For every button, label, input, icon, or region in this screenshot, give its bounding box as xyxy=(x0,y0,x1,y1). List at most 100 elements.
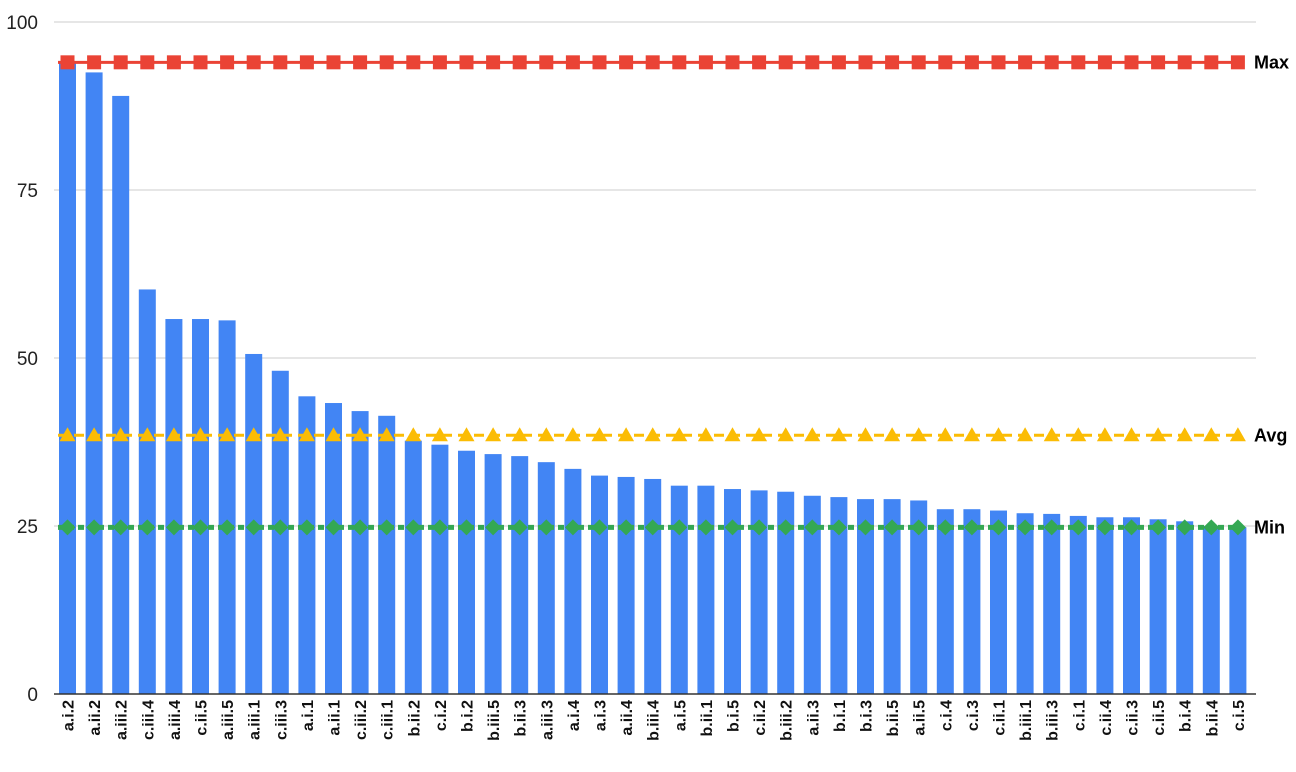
marker-avg xyxy=(910,427,927,442)
reference-line-label-min: Min xyxy=(1254,517,1285,537)
marker-max xyxy=(672,55,687,70)
marker-min xyxy=(1203,519,1220,536)
bar xyxy=(1096,517,1114,694)
marker-min xyxy=(298,519,315,536)
bar xyxy=(1176,521,1194,694)
marker-max xyxy=(565,55,580,70)
marker-avg xyxy=(990,427,1007,442)
bar xyxy=(59,62,76,694)
marker-min xyxy=(804,519,821,536)
bar xyxy=(404,440,422,694)
bar xyxy=(1149,519,1167,694)
reference-line-label-max: Max xyxy=(1254,52,1289,72)
marker-min xyxy=(1176,519,1193,536)
reference-lines-layer xyxy=(58,55,1246,536)
marker-max xyxy=(193,55,208,70)
x-tick-label: b.ii.4 xyxy=(1204,700,1221,737)
marker-avg xyxy=(1203,427,1220,442)
marker-avg xyxy=(165,427,182,442)
marker-max xyxy=(1097,55,1112,70)
x-tick-label: c.ii.1 xyxy=(992,700,1009,736)
marker-max xyxy=(246,55,261,70)
bar xyxy=(724,489,741,694)
marker-avg xyxy=(591,427,608,442)
marker-min xyxy=(618,519,635,536)
marker-max xyxy=(1177,55,1192,70)
bar xyxy=(1229,527,1247,694)
x-tick-label: b.i.5 xyxy=(726,700,743,732)
marker-avg xyxy=(112,427,129,442)
marker-min xyxy=(1096,519,1113,536)
x-tick-label: c.i.5 xyxy=(1231,700,1248,731)
marker-max xyxy=(113,55,128,70)
x-tick-label: c.i.1 xyxy=(1071,700,1088,731)
x-tick-label: c.iii.2 xyxy=(353,700,370,740)
marker-avg xyxy=(405,427,422,442)
bar xyxy=(1069,515,1087,694)
bar xyxy=(777,491,795,694)
marker-min xyxy=(458,519,475,536)
marker-avg xyxy=(644,427,661,442)
marker-avg xyxy=(219,427,236,442)
marker-max xyxy=(964,55,979,70)
marker-max xyxy=(406,55,421,70)
bar xyxy=(138,289,156,694)
x-tick-label: a.i.2 xyxy=(61,700,78,731)
marker-avg xyxy=(378,427,395,442)
x-tick-label: a.ii.3 xyxy=(805,700,822,736)
marker-avg xyxy=(272,427,289,442)
marker-avg xyxy=(751,427,768,442)
bar xyxy=(803,495,821,694)
marker-max xyxy=(858,55,873,70)
marker-min xyxy=(564,519,581,536)
bar xyxy=(378,415,396,694)
bar xyxy=(1202,526,1220,694)
marker-avg xyxy=(538,427,555,442)
bar xyxy=(697,485,715,694)
bar xyxy=(218,320,236,694)
marker-avg xyxy=(86,427,103,442)
bar xyxy=(192,319,209,694)
marker-min xyxy=(751,519,768,536)
y-tick-label: 0 xyxy=(27,685,38,706)
marker-max xyxy=(459,55,474,70)
x-tick-label: c.i.4 xyxy=(938,700,955,731)
marker-min xyxy=(245,519,262,536)
marker-min xyxy=(485,519,502,536)
reference-line-label-avg: Avg xyxy=(1254,425,1287,445)
marker-min xyxy=(963,519,980,536)
marker-max xyxy=(645,55,660,70)
marker-max xyxy=(379,55,394,70)
marker-min xyxy=(697,519,714,536)
y-tick-label: 75 xyxy=(17,181,38,202)
marker-avg xyxy=(1123,427,1140,442)
marker-avg xyxy=(564,427,581,442)
x-tick-label: b.ii.2 xyxy=(406,700,423,737)
bar xyxy=(936,509,954,694)
marker-min xyxy=(431,519,448,536)
marker-max xyxy=(1204,55,1219,70)
marker-max xyxy=(432,55,447,70)
marker-min xyxy=(1150,519,1167,536)
x-tick-label: b.i.2 xyxy=(460,700,477,732)
marker-avg xyxy=(618,427,635,442)
x-tick-label: b.ii.3 xyxy=(513,700,530,737)
marker-max xyxy=(220,55,235,70)
marker-avg xyxy=(777,427,794,442)
marker-max xyxy=(486,55,501,70)
marker-avg xyxy=(963,427,980,442)
labels-layer: 0 25 50 75 100 a.i.2 a.ii.2 a.iii.2 c.iii.4 a.iii… xyxy=(6,13,1289,741)
marker-min xyxy=(671,519,688,536)
marker-min xyxy=(644,519,661,536)
marker-max xyxy=(512,55,527,70)
marker-min xyxy=(937,519,954,536)
marker-min xyxy=(1017,519,1034,536)
x-tick-label: a.i.4 xyxy=(566,700,583,731)
x-tick-label: b.ii.5 xyxy=(885,700,902,737)
marker-max xyxy=(698,55,713,70)
marker-max xyxy=(326,55,341,70)
marker-max xyxy=(752,55,767,70)
bar xyxy=(990,510,1007,694)
